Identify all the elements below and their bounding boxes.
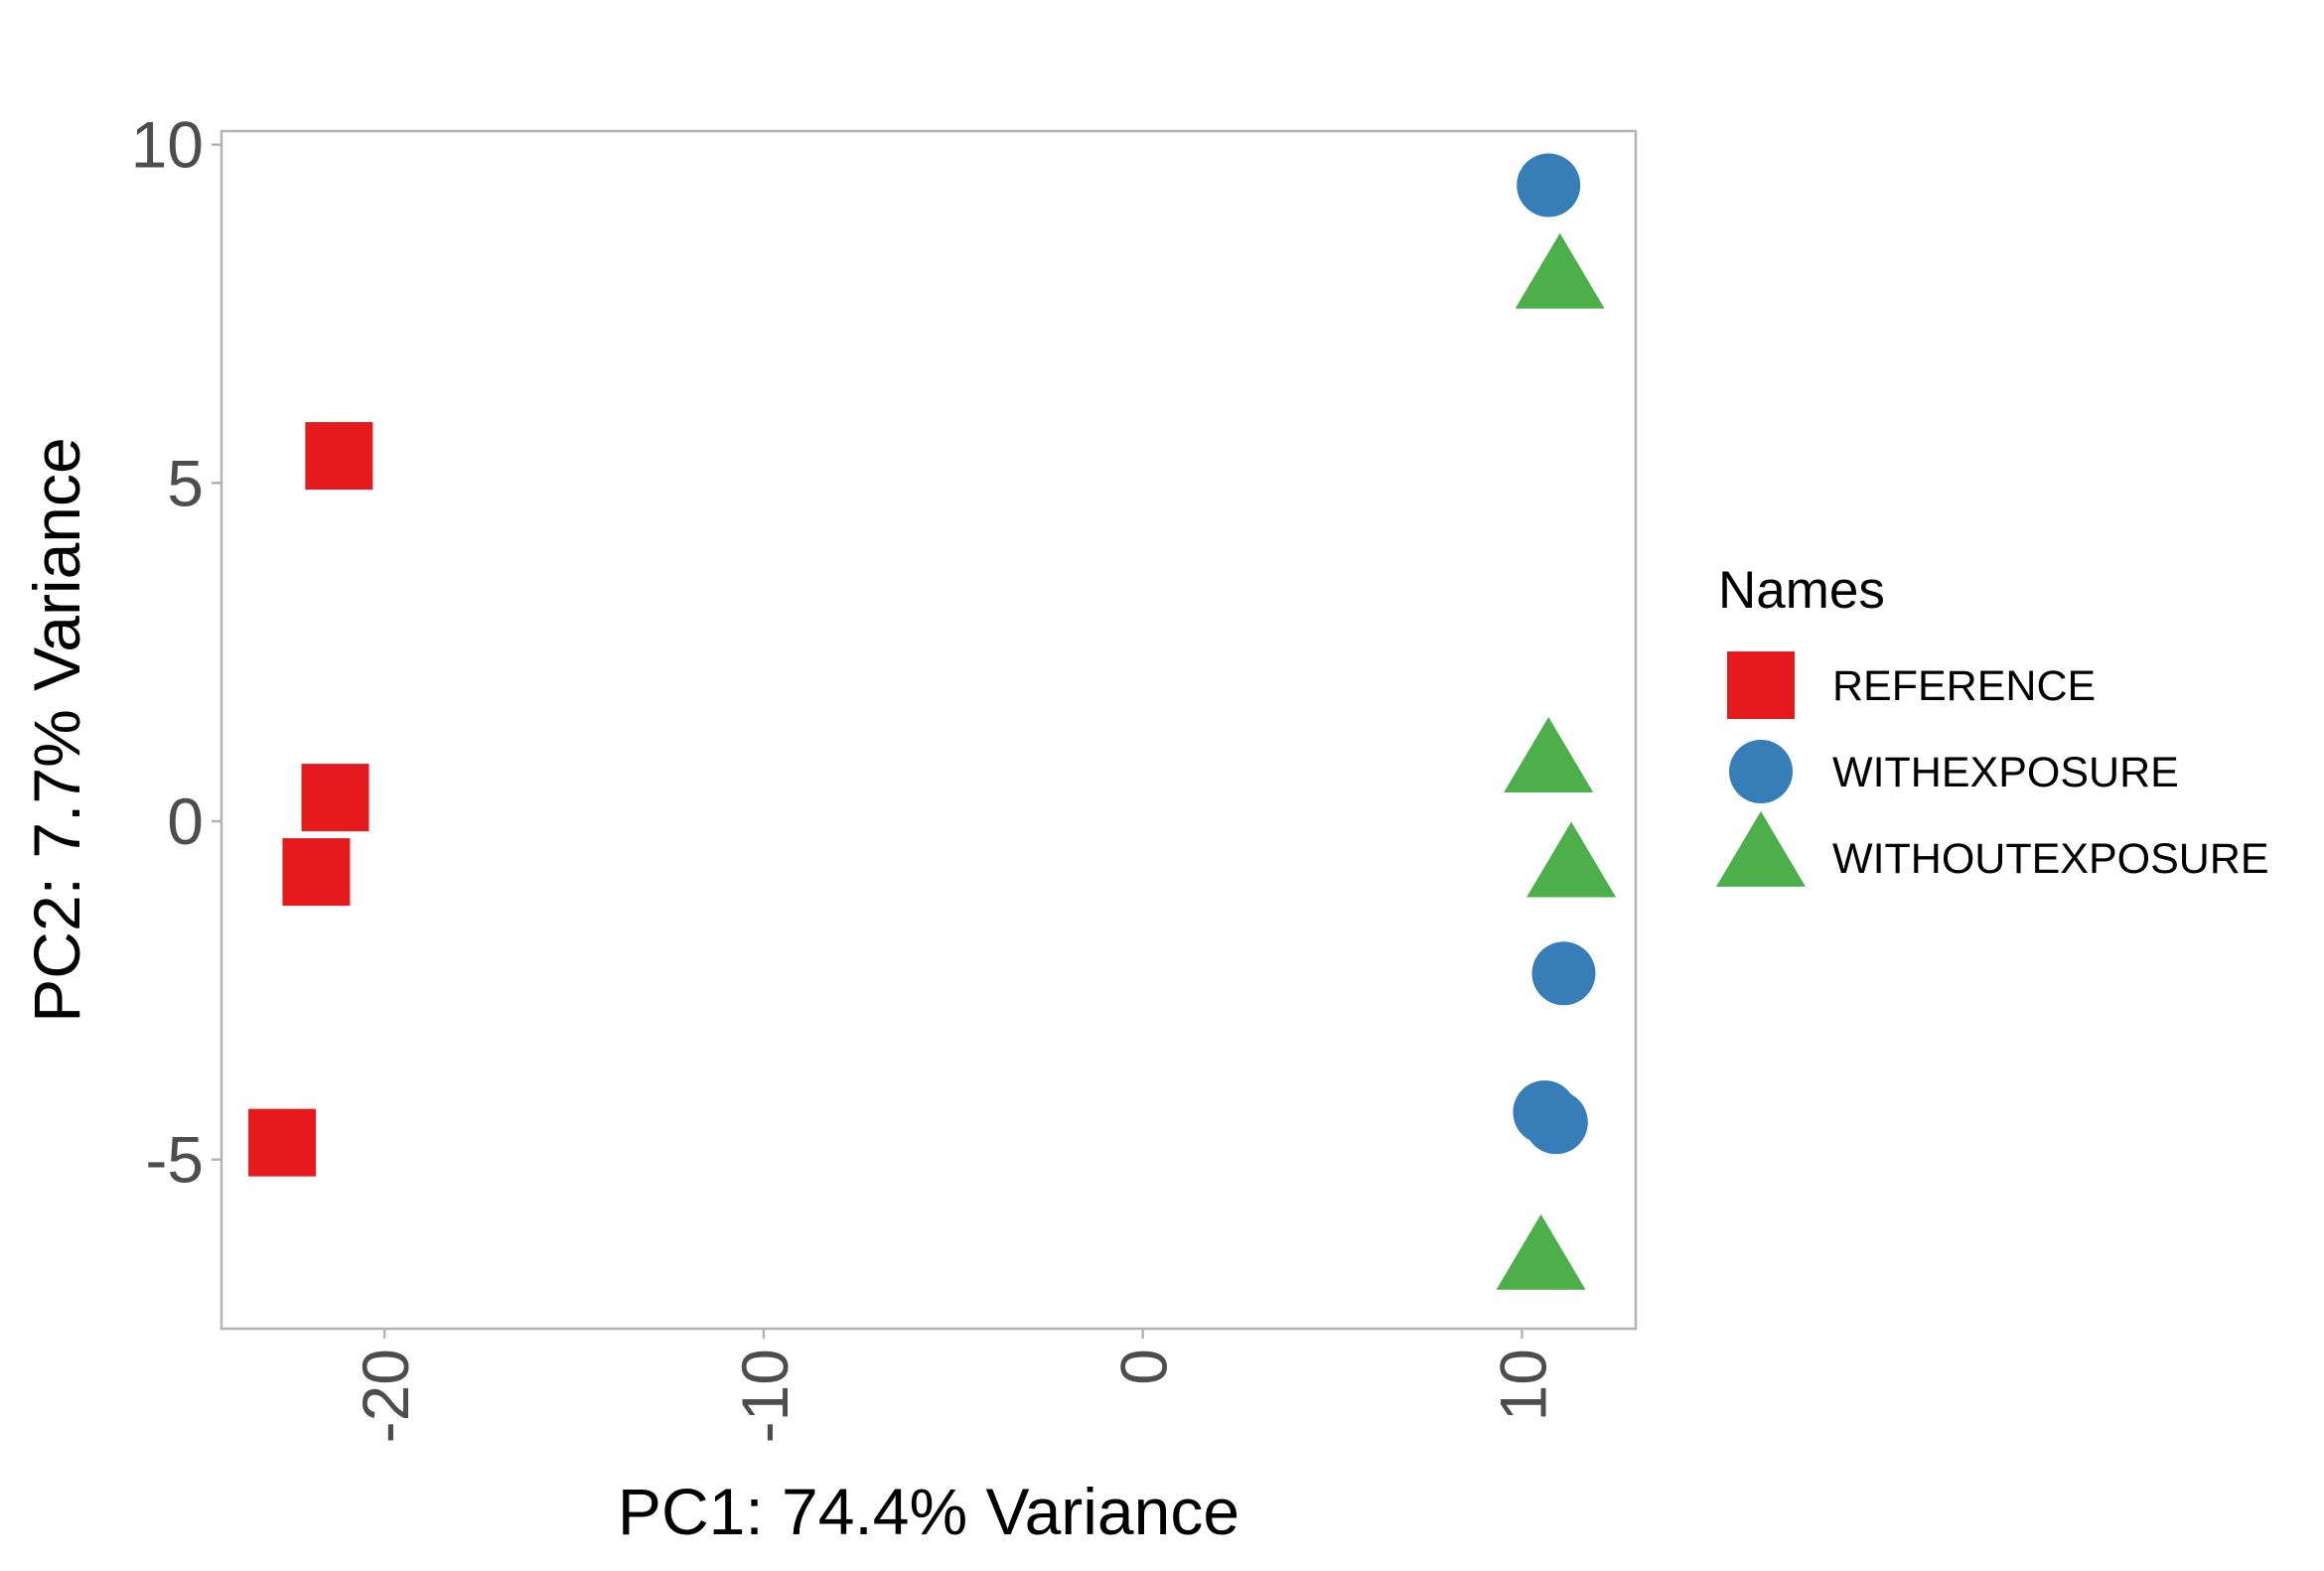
triangle-point [1504,716,1594,792]
legend-label: WITHEXPOSURE [1832,749,2179,796]
y-axis-title: PC2: 7.7% Variance [20,437,93,1022]
legend-label: WITHOUTEXPOSURE [1832,835,2269,883]
legend: Names REFERENCE WITHEXPOSURE WITHOUTEXPOSU… [1716,561,2269,887]
legend-key-square [1727,651,1795,719]
plot-panel-border [219,129,1638,1331]
legend-key-triangle [1716,810,1806,887]
y-tick-label: 10 [131,108,204,182]
legend-label: REFERENCE [1832,662,2096,710]
square-point [248,1108,317,1177]
x-axis-title: PC1: 74.4% Variance [618,1475,1239,1548]
circle-point [1517,153,1581,217]
x-tick-label: 0 [1107,1349,1181,1385]
data-points [248,153,1617,1290]
square-point [282,838,351,907]
legend-title: Names [1718,561,1885,620]
triangle-point [1515,232,1605,309]
circle-point [1531,941,1596,1006]
square-point [305,422,373,491]
y-tick-label: 0 [167,785,204,858]
x-axis: -20 -10 0 10 [349,1329,1559,1443]
y-tick-label: -5 [145,1123,204,1197]
x-tick-label: -20 [349,1349,422,1443]
x-tick-label: 10 [1486,1349,1559,1421]
circle-point [1524,1090,1588,1155]
square-point [301,764,369,832]
triangle-point [1526,821,1617,898]
x-tick-label: -10 [728,1349,801,1443]
y-axis: -5 0 5 10 [131,108,221,1197]
triangle-point [1496,1214,1586,1290]
legend-key-circle [1729,740,1793,803]
y-tick-label: 5 [167,446,204,519]
